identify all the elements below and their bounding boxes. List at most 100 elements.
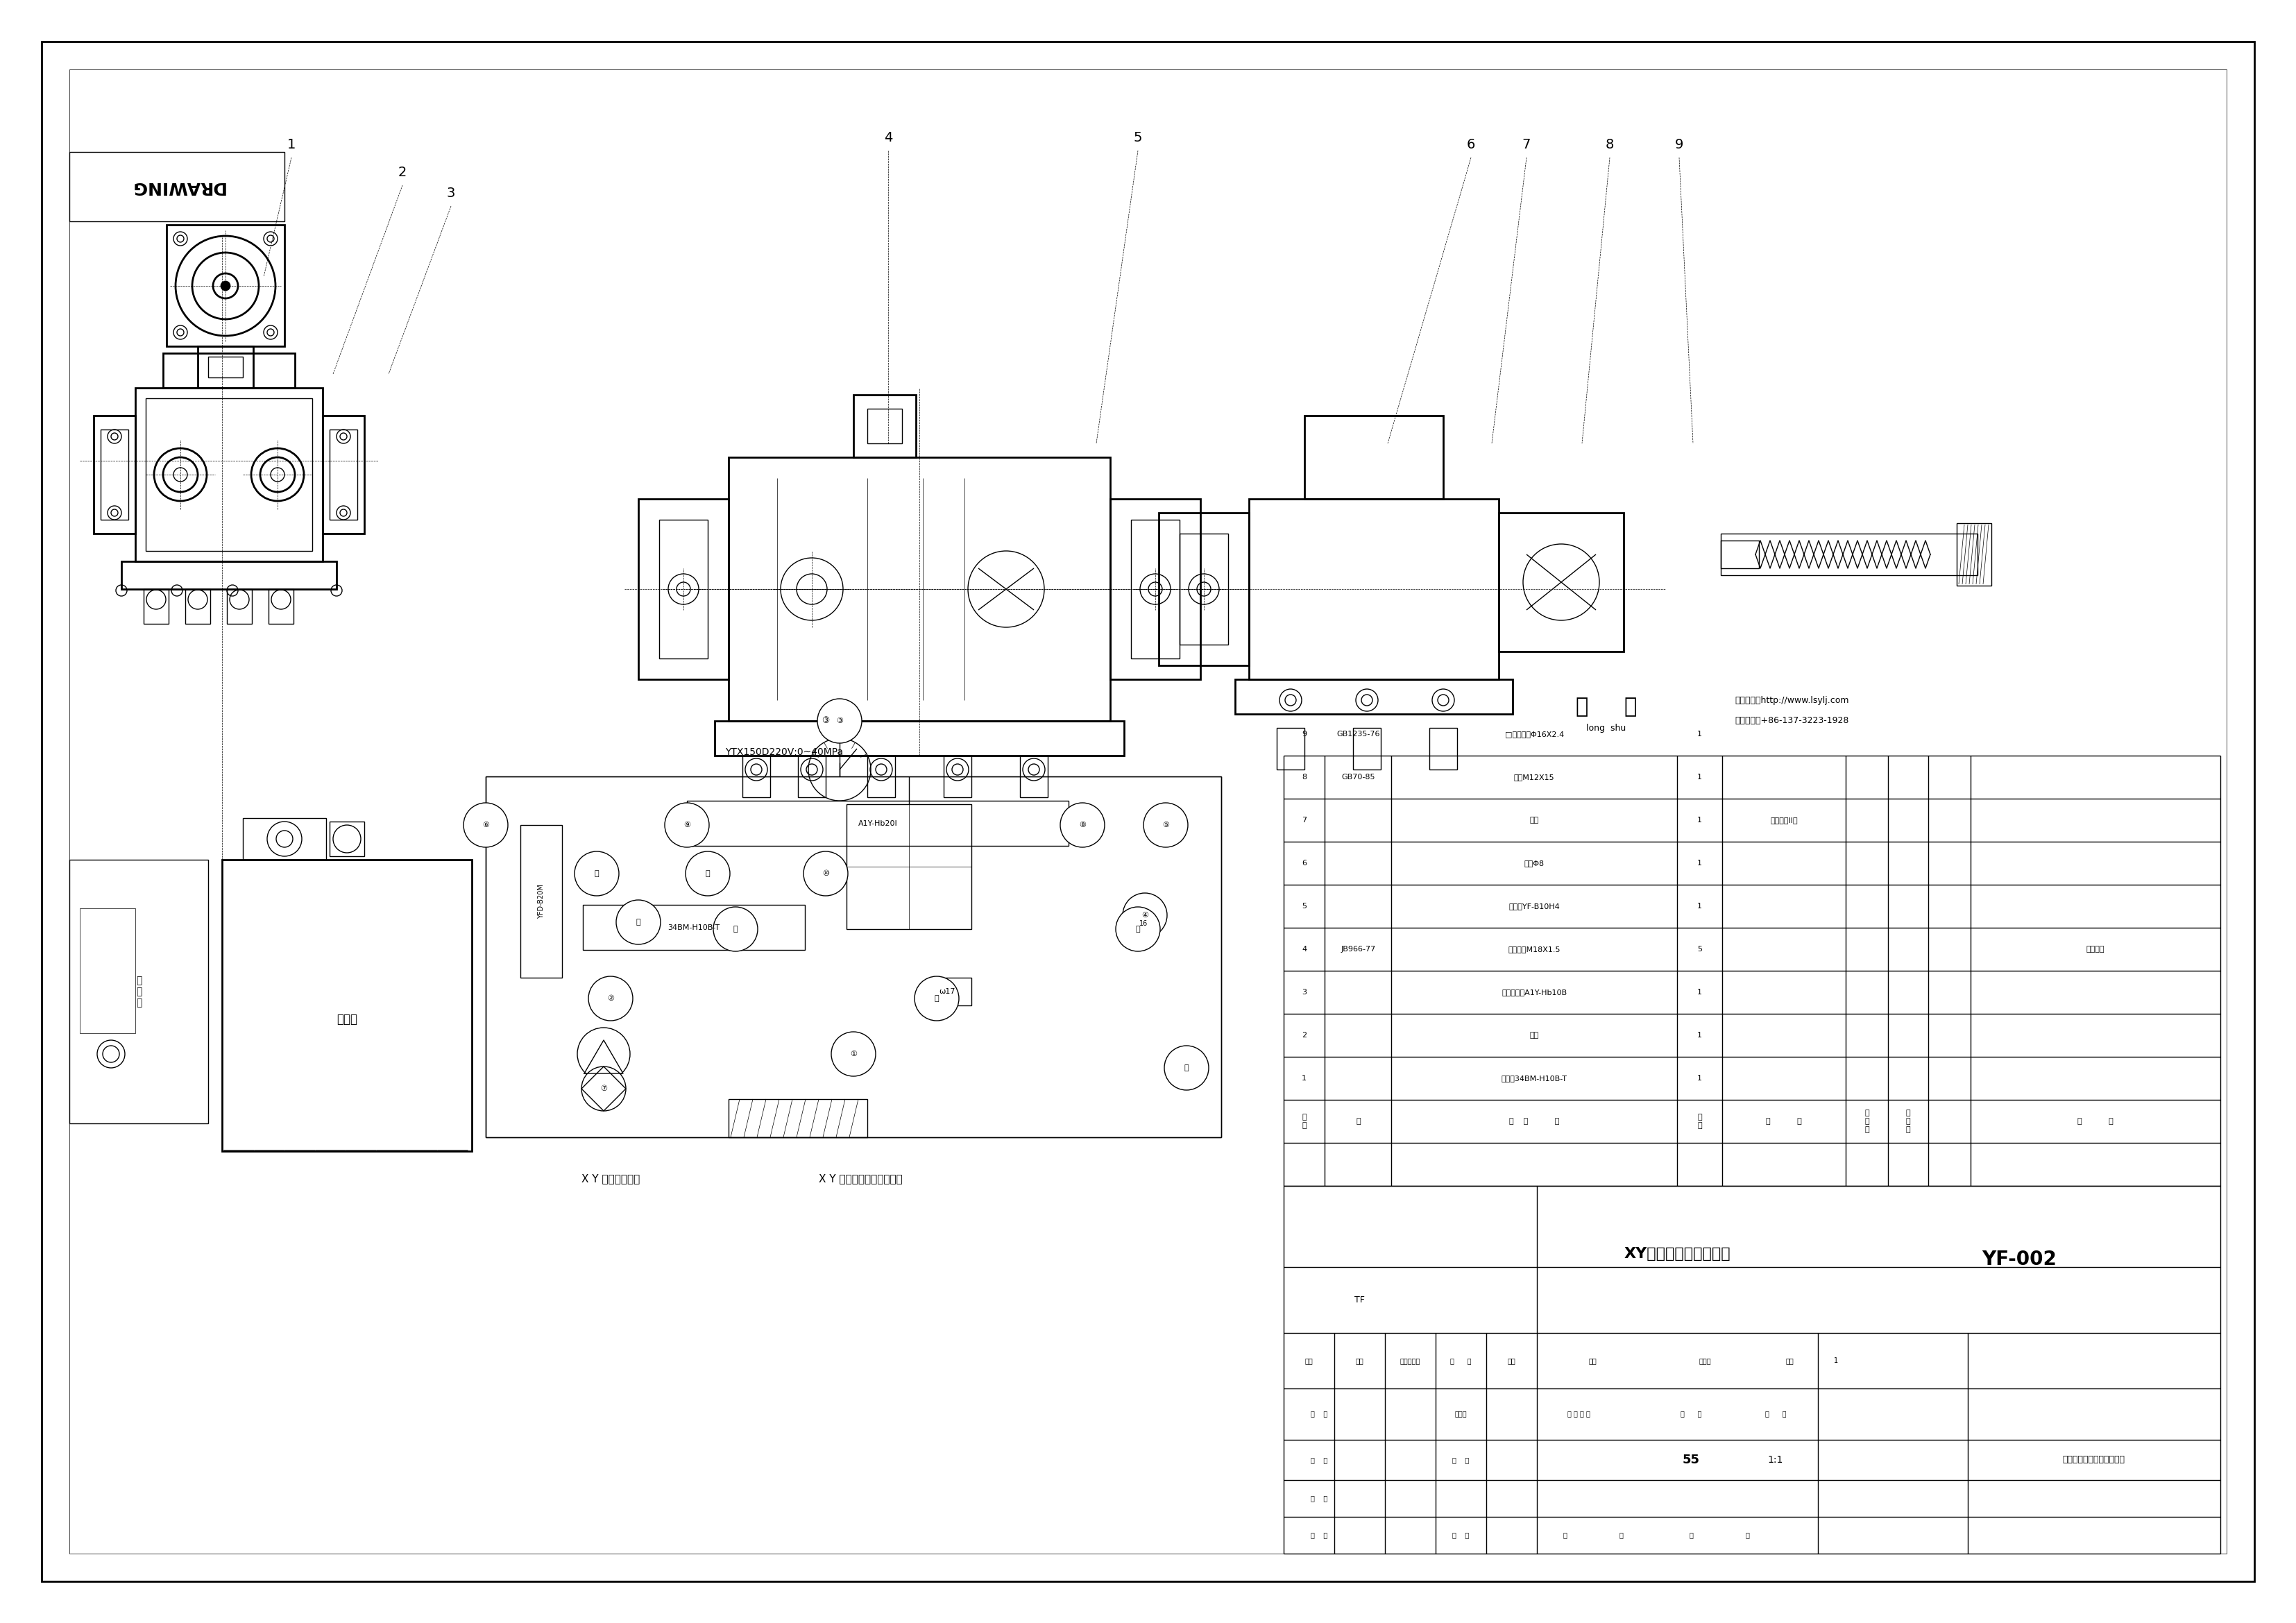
Circle shape — [1061, 803, 1104, 847]
Text: 集成阀34BM-H10B-T: 集成阀34BM-H10B-T — [1502, 1074, 1568, 1083]
Text: 9: 9 — [1302, 730, 1306, 737]
Bar — [521, 824, 563, 977]
Circle shape — [615, 901, 661, 945]
Bar — [1111, 498, 1201, 680]
Text: A1Y-Hb20I: A1Y-Hb20I — [859, 820, 898, 828]
Bar — [243, 818, 326, 860]
Bar — [186, 589, 211, 623]
Text: JB966-77: JB966-77 — [1341, 946, 1375, 953]
Text: 1: 1 — [1697, 988, 1701, 997]
Text: 图 样 标 记: 图 样 标 记 — [1568, 1410, 1591, 1417]
Circle shape — [831, 1032, 875, 1076]
Bar — [847, 805, 971, 928]
Text: 单
重
量: 单 重 量 — [1864, 1110, 1869, 1133]
Text: GB70-85: GB70-85 — [1341, 774, 1375, 781]
Text: ⑬: ⑬ — [705, 870, 709, 876]
Text: 7: 7 — [1522, 138, 1531, 151]
Text: 1: 1 — [1302, 1074, 1306, 1083]
Circle shape — [666, 803, 709, 847]
Bar — [487, 776, 1221, 1138]
Text: 标记: 标记 — [1304, 1357, 1313, 1363]
Bar — [742, 756, 769, 797]
Text: 名    号           称: 名 号 称 — [1508, 1118, 1559, 1125]
Text: YF-002: YF-002 — [1981, 1250, 2057, 1269]
Bar — [145, 589, 168, 623]
Text: 工    艺: 工 艺 — [1311, 1532, 1327, 1539]
Circle shape — [1143, 803, 1187, 847]
Text: 组合件: 组合件 — [1699, 1357, 1711, 1363]
Circle shape — [574, 852, 620, 896]
Text: ②: ② — [606, 995, 613, 1001]
Text: 签      字: 签 字 — [1451, 1357, 1472, 1363]
Bar — [1499, 513, 1623, 651]
Bar — [163, 354, 294, 388]
Bar — [638, 498, 728, 680]
Text: 审    核: 审 核 — [1311, 1495, 1327, 1501]
Bar — [223, 860, 473, 1151]
Text: 联钉M12X15: 联钉M12X15 — [1513, 774, 1554, 781]
Text: ⑥: ⑥ — [482, 821, 489, 828]
Text: 1: 1 — [1697, 730, 1701, 737]
Text: 舒: 舒 — [1623, 696, 1637, 717]
Text: 1:1: 1:1 — [1768, 1454, 1784, 1464]
Text: X Y 型液压站总成: X Y 型液压站总成 — [581, 1173, 641, 1185]
Text: 第: 第 — [1690, 1532, 1692, 1539]
Text: 5: 5 — [1302, 902, 1306, 909]
Text: 1: 1 — [1697, 902, 1701, 909]
Text: 8: 8 — [1302, 774, 1306, 781]
Text: TF: TF — [1355, 1295, 1364, 1305]
Text: 1: 1 — [1697, 774, 1701, 781]
Bar — [1249, 498, 1499, 680]
Bar — [930, 977, 971, 1005]
Bar — [331, 821, 365, 857]
Text: 6: 6 — [1467, 138, 1476, 151]
Text: 压簧: 压簧 — [1529, 816, 1538, 823]
Text: ⑯: ⑯ — [1137, 925, 1141, 933]
Text: GB1235-76: GB1235-76 — [1336, 730, 1380, 737]
Text: ⑩: ⑩ — [822, 870, 829, 876]
Text: 杭州龙舒过滤设备有限公司: 杭州龙舒过滤设备有限公司 — [2062, 1456, 2126, 1464]
Circle shape — [220, 282, 230, 291]
Circle shape — [1164, 1045, 1208, 1091]
Text: ⑰: ⑰ — [934, 995, 939, 1001]
Bar — [269, 589, 294, 623]
Bar — [80, 909, 135, 1034]
Text: 5: 5 — [1697, 946, 1701, 953]
Text: YTX150D220V;0~40MPa: YTX150D220V;0~40MPa — [726, 747, 843, 756]
Text: 更改文件号: 更改文件号 — [1401, 1357, 1421, 1363]
Text: 张: 张 — [1619, 1532, 1623, 1539]
Bar — [135, 388, 324, 562]
Bar — [209, 357, 243, 378]
Text: ⑧: ⑧ — [1079, 821, 1086, 828]
Text: 2: 2 — [1302, 1032, 1306, 1039]
Text: 16: 16 — [1139, 920, 1148, 927]
Circle shape — [804, 852, 847, 896]
Bar — [728, 1099, 868, 1138]
Text: 油管接头M18X1.5: 油管接头M18X1.5 — [1508, 946, 1561, 953]
Text: 2: 2 — [397, 166, 406, 180]
Bar — [94, 415, 135, 534]
Text: 1: 1 — [1697, 860, 1701, 867]
Text: DRAWING: DRAWING — [129, 179, 225, 195]
Text: 9: 9 — [1674, 138, 1683, 151]
Text: 1: 1 — [1697, 816, 1701, 823]
Text: 代: 代 — [1357, 1118, 1362, 1125]
Text: ω17: ω17 — [939, 988, 955, 995]
Text: 1: 1 — [1697, 1074, 1701, 1083]
Bar — [1180, 534, 1228, 644]
Text: 序
号: 序 号 — [1302, 1113, 1306, 1130]
Bar — [1956, 523, 1991, 586]
Bar — [1235, 680, 1513, 714]
Text: YFD-B20M: YFD-B20M — [537, 885, 544, 919]
Bar — [854, 394, 916, 458]
Text: ④: ④ — [1141, 912, 1148, 919]
Text: 液控单向阀A1Y-Hb10B: 液控单向阀A1Y-Hb10B — [1502, 988, 1566, 997]
Text: 4: 4 — [884, 131, 893, 144]
Text: long  shu: long shu — [1587, 724, 1626, 732]
Bar — [659, 519, 707, 659]
Bar — [331, 430, 358, 519]
Bar — [868, 409, 902, 443]
Circle shape — [687, 852, 730, 896]
Bar — [1720, 540, 1759, 568]
Bar — [69, 153, 285, 221]
